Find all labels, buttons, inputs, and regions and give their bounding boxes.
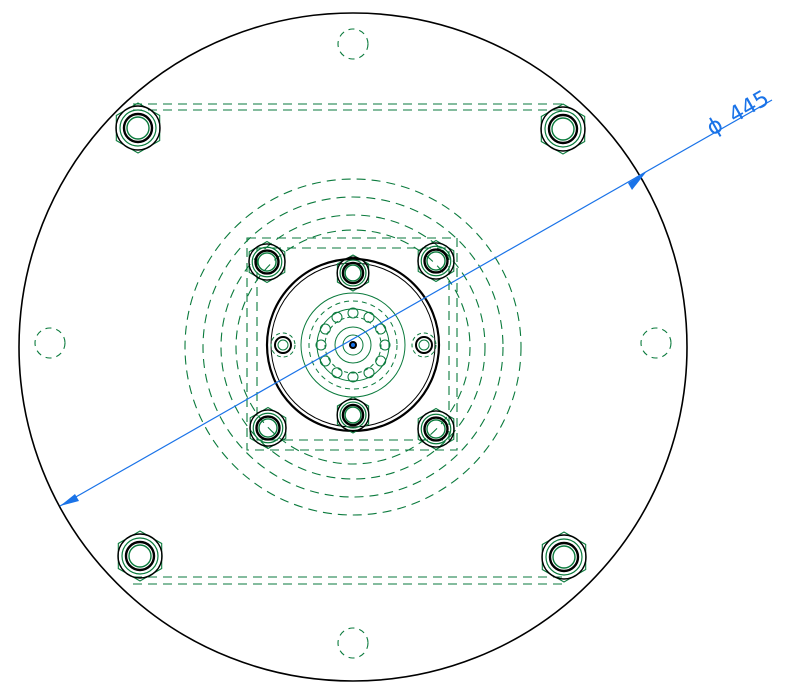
outer-plate-outline [18, 12, 688, 682]
locator-holes [34, 28, 672, 659]
bolt-top-right [540, 103, 586, 155]
bolt-square-bl [249, 406, 287, 450]
hub-bolt-bottom [336, 396, 370, 434]
hub-ring-holes [315, 307, 391, 383]
corner-bolts [115, 102, 587, 583]
locator-hole-left [34, 327, 66, 359]
hub-bolt-left [270, 332, 296, 358]
locator-hole-right [640, 327, 672, 359]
bolt-top-left [115, 102, 161, 154]
hub-bolts [270, 254, 437, 434]
hub-bolt-right [411, 332, 437, 358]
diameter-dimension: ϕ 445 [59, 86, 774, 507]
dimension-arrow-start [60, 494, 79, 506]
dimension-line [59, 99, 773, 507]
hub-bolt-top [336, 254, 370, 292]
bolt-square-tl [248, 240, 286, 284]
hidden-bottom-bar [133, 576, 565, 585]
bolt-square-tr [417, 239, 455, 283]
locator-hole-top [337, 28, 369, 60]
locator-hole-bottom [337, 627, 369, 659]
bolt-bottom-left [117, 530, 163, 582]
hidden-center-square [246, 237, 458, 451]
hidden-top-bar [133, 103, 565, 111]
hidden-concentric-circles [184, 178, 522, 516]
bolt-square-br [417, 407, 455, 451]
inner-square-bolts [248, 239, 455, 451]
svg-text:ϕ 445: ϕ 445 [703, 86, 774, 141]
center-bore-mark [351, 343, 355, 347]
bolt-bottom-right [541, 531, 587, 583]
dimension-arrow-end [628, 171, 647, 190]
